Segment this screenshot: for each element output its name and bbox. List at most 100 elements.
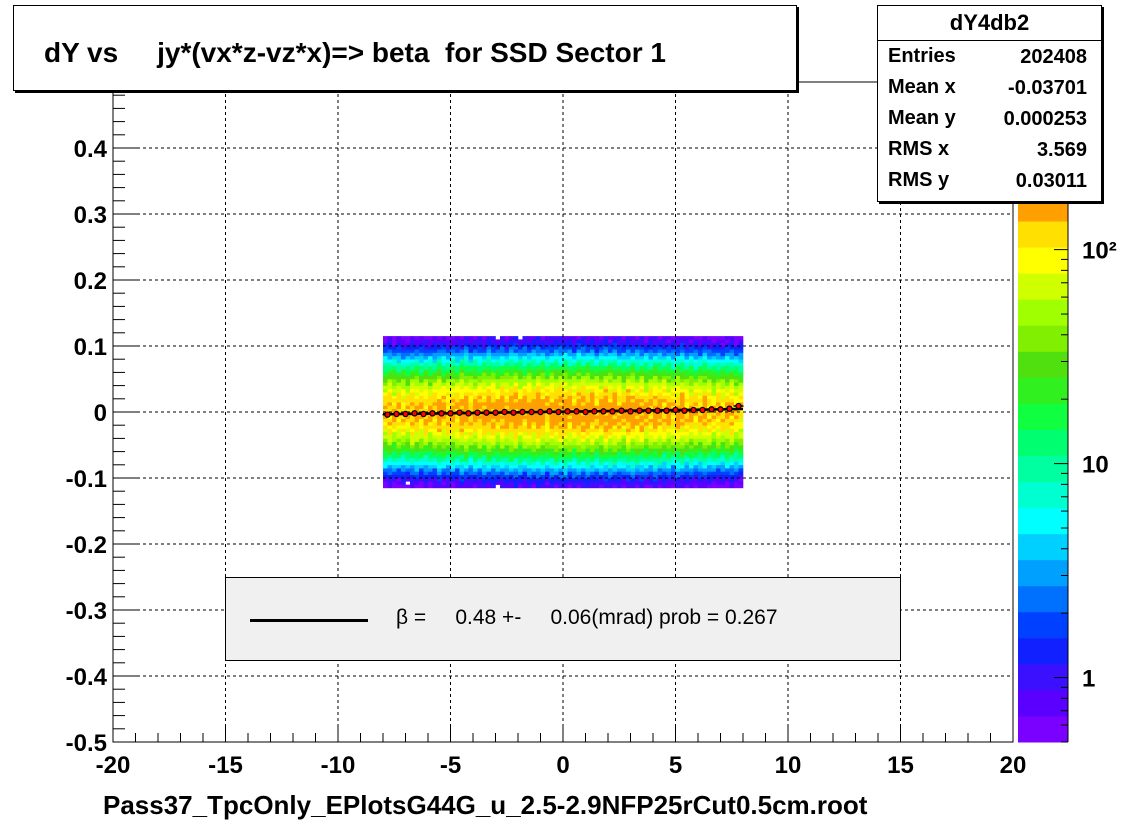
- heatmap-cell: [630, 415, 636, 419]
- heatmap-cell: [657, 451, 663, 456]
- heatmap-cell: [405, 388, 411, 393]
- stats-value: 202408: [1020, 46, 1087, 68]
- heatmap-cell: [495, 392, 501, 396]
- heatmap-cell: [576, 388, 582, 393]
- heatmap-cell: [729, 458, 735, 462]
- heatmap-cell: [522, 448, 528, 452]
- heatmap-cell: [450, 478, 456, 482]
- heatmap-cell: [428, 478, 433, 482]
- heatmap-cell: [599, 451, 604, 456]
- heatmap-cell: [540, 438, 546, 442]
- heatmap-cell: [734, 415, 739, 419]
- heatmap-cell: [644, 484, 649, 489]
- heatmap-cell: [689, 339, 694, 343]
- heatmap-cell: [693, 458, 699, 462]
- heatmap-cell: [414, 392, 420, 396]
- heatmap-cell: [383, 375, 388, 380]
- palette-tick-label: 10²: [1082, 238, 1117, 265]
- heatmap-cell: [428, 388, 433, 393]
- heatmap-cell: [410, 441, 415, 446]
- heatmap-cell: [455, 362, 460, 367]
- heatmap-cell: [702, 362, 708, 367]
- heatmap-cell: [383, 445, 388, 449]
- heatmap-cell: [725, 382, 730, 386]
- heatmap-cell: [432, 441, 438, 446]
- heatmap-cell: [594, 339, 600, 343]
- heatmap-cell: [662, 359, 667, 363]
- heatmap-cell: [423, 441, 429, 446]
- heatmap-cell: [446, 448, 451, 452]
- heatmap-cell: [410, 431, 415, 436]
- heatmap-cell: [486, 441, 492, 446]
- heatmap-cell: [437, 415, 442, 419]
- heatmap-cell: [689, 388, 694, 393]
- heatmap-cell: [549, 369, 555, 373]
- heatmap-cell: [545, 388, 550, 393]
- heatmap-cell: [608, 474, 613, 479]
- heatmap-cell: [419, 339, 424, 343]
- heatmap-cell: [459, 484, 465, 489]
- heatmap-cell: [563, 362, 568, 367]
- heatmap-cell: [720, 458, 726, 462]
- heatmap-cell: [401, 365, 406, 370]
- heatmap-cell: [734, 412, 739, 416]
- heatmap-cell: [396, 481, 402, 485]
- heatmap-cell: [437, 454, 442, 459]
- heatmap-cell: [419, 346, 424, 350]
- profile-points: [382, 402, 744, 418]
- heatmap-cell: [729, 398, 735, 403]
- heatmap-cell: [473, 454, 478, 459]
- heatmap-cell: [477, 385, 483, 390]
- heatmap-cell: [738, 339, 744, 343]
- heatmap-cell: [392, 379, 397, 383]
- heatmap-cell: [446, 471, 451, 475]
- heatmap-cell: [657, 405, 663, 409]
- heatmap-cell: [495, 352, 501, 357]
- heatmap-cell: [423, 365, 429, 370]
- heatmap-cell: [450, 425, 456, 429]
- heatmap-cell: [693, 346, 699, 350]
- heatmap-cell: [581, 355, 586, 360]
- heatmap-cell: [491, 365, 496, 370]
- heatmap-cell: [392, 425, 397, 429]
- heatmap-cell: [738, 395, 744, 400]
- heatmap-cell: [432, 481, 438, 485]
- heatmap-cell: [441, 355, 447, 360]
- heatmap-cell: [567, 402, 573, 406]
- heatmap-cell: [711, 402, 717, 406]
- heatmap-cell: [684, 385, 690, 390]
- heatmap-cell: [473, 379, 478, 383]
- heatmap-cell: [698, 484, 703, 489]
- heatmap-cell: [383, 438, 388, 442]
- heatmap-cell: [716, 448, 721, 452]
- heatmap-cell: [720, 481, 726, 485]
- heatmap-cell: [725, 438, 730, 442]
- heatmap-cell: [504, 441, 510, 446]
- heatmap-cell: [675, 395, 681, 400]
- heatmap-cell: [729, 471, 735, 475]
- heatmap-cell: [725, 398, 730, 403]
- heatmap-cell: [738, 362, 744, 367]
- heatmap-cell: [698, 395, 703, 400]
- heatmap-cell: [396, 349, 402, 353]
- heatmap-cell: [563, 379, 568, 383]
- heatmap-cell: [653, 418, 658, 423]
- heatmap-cell: [527, 454, 532, 459]
- heatmap-cell: [684, 458, 690, 462]
- heatmap-cell: [527, 339, 532, 343]
- heatmap-cell: [608, 438, 613, 442]
- heatmap-cell: [599, 392, 604, 396]
- heatmap-cell: [491, 362, 496, 367]
- heatmap-cell: [491, 468, 496, 472]
- heatmap-cell: [513, 362, 519, 367]
- heatmap-cell: [495, 415, 501, 419]
- heatmap-cell: [396, 405, 402, 409]
- heatmap-cell: [698, 478, 703, 482]
- heatmap-cell: [468, 461, 474, 466]
- heatmap-cell: [405, 382, 411, 386]
- heatmap-cell: [536, 425, 541, 429]
- heatmap-cell: [716, 342, 721, 347]
- heatmap-cell: [680, 349, 685, 353]
- heatmap-cell: [468, 418, 474, 423]
- heatmap-cell: [599, 441, 604, 446]
